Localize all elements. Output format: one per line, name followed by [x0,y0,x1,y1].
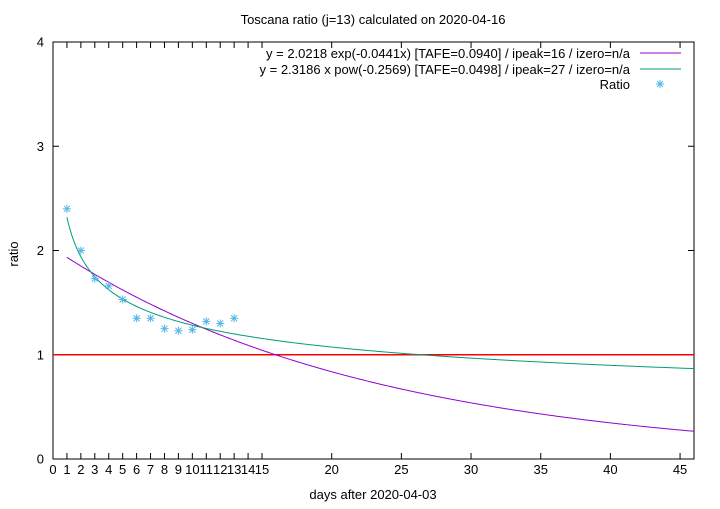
legend-entry-exp-fit: y = 2.0218 exp(-0.0441x) [TAFE=0.0940] /… [266,46,681,61]
ratio-point [160,324,169,333]
x-tick-label: 4 [105,462,112,477]
x-tick-label: 10 [185,462,199,477]
exp-fit-line [66,256,695,432]
x-tick-label: 8 [161,462,168,477]
y-tick-label: 1 [37,347,44,362]
chart-title: Toscana ratio (j=13) calculated on 2020-… [241,12,506,27]
legend-entry-ratio: Ratio [600,77,664,92]
y-tick-label: 3 [37,139,44,154]
ratio-point [146,314,155,323]
x-tick-label: 5 [119,462,126,477]
x-tick-label: 12 [213,462,227,477]
x-tick-label: 1 [63,462,70,477]
ratio-point [216,319,225,328]
ratio-point [132,314,141,323]
legend-swatch [656,80,664,88]
x-tick-label: 15 [255,462,269,477]
x-tick-label: 30 [464,462,478,477]
y-tick-label: 4 [37,35,44,50]
ratio-point [118,295,127,304]
x-tick-label: 25 [394,462,408,477]
x-tick-label: 7 [147,462,154,477]
ratio-point [188,325,197,334]
x-axis-title: days after 2020-04-03 [309,487,436,502]
x-tick-label: 3 [91,462,98,477]
plot-border [52,41,695,460]
y-axis-title: ratio [6,241,21,266]
x-tick-label: 20 [324,462,338,477]
pow-fit-line [66,217,695,370]
x-tick-label: 45 [673,462,687,477]
legend-label: y = 2.3186 x pow(-0.2569) [TAFE=0.0498] … [260,62,631,77]
x-tick-label: 9 [175,462,182,477]
x-tick-label: 13 [227,462,241,477]
x-tick-label: 14 [241,462,255,477]
x-tick-label: 35 [533,462,547,477]
x-tick-label: 11 [200,462,214,477]
ratio-point [174,326,183,335]
ratio-point [62,204,71,213]
ratio-point [104,281,113,290]
legend-entry-pow-fit: y = 2.3186 x pow(-0.2569) [TAFE=0.0498] … [260,62,681,77]
x-tick-label: 6 [133,462,140,477]
legend: y = 2.0218 exp(-0.0441x) [TAFE=0.0940] /… [260,46,681,92]
ratio-point [76,246,85,255]
legend-label: Ratio [600,77,630,92]
y-tick-label: 0 [37,452,44,467]
ratio-point [202,317,211,326]
ratio-point [230,314,239,323]
ratio-point [90,274,99,283]
x-tick-label: 40 [603,462,617,477]
y-tick-label: 2 [37,243,44,258]
legend-label: y = 2.0218 exp(-0.0441x) [TAFE=0.0940] /… [266,46,631,61]
x-tick-label: 0 [49,462,56,477]
x-tick-label: 2 [77,462,84,477]
